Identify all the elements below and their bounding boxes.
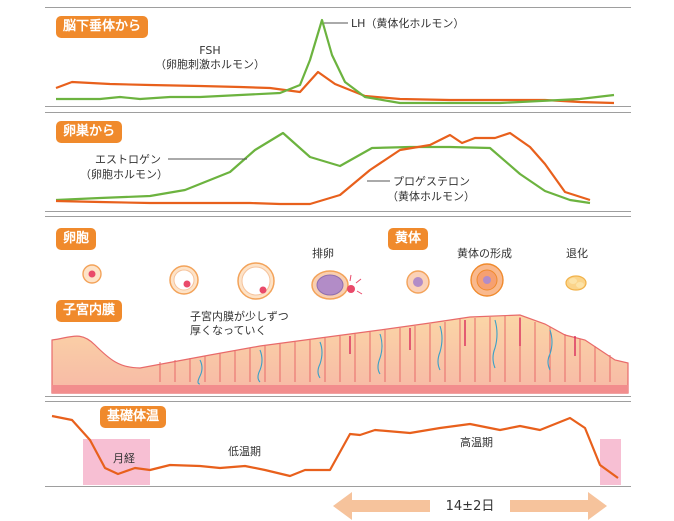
endometrium-vessels: [197, 319, 553, 385]
progesterone-description: （黄体ホルモン）: [387, 190, 475, 203]
follicle-growing: [169, 265, 199, 295]
follicle-endometrium-panel: [45, 216, 631, 397]
estrogen-description: （卵胞ホルモン）: [80, 168, 168, 181]
high-phase-label: 高温期: [460, 436, 493, 449]
endometrium-base: [52, 385, 628, 393]
endometrium-badge: 子宮内膜: [56, 300, 123, 322]
fsh-line: [55, 70, 615, 105]
endometrium-note-line2: 厚くなっていく: [190, 324, 267, 337]
ovary-panel: [45, 112, 631, 212]
endometrium-glands: [159, 316, 611, 382]
temperature-line: [51, 414, 619, 479]
corpus-luteum-badge: 黄体: [388, 228, 429, 250]
follicle-mature: [237, 262, 275, 300]
lh-label: LH（黄体化ホルモン）: [351, 17, 465, 30]
temperature-badge: 基礎体温: [100, 406, 167, 428]
low-phase-label: 低温期: [228, 445, 261, 458]
temperature-panel: [45, 401, 631, 487]
menses-band-end: [600, 439, 621, 485]
menses-label: 月経: [113, 452, 135, 465]
endometrium-note-line1: 子宮内膜が少しずつ: [190, 310, 289, 323]
progesterone-line: [55, 131, 591, 206]
corpus-luteum-regressed: [565, 275, 587, 291]
corpus-luteum-early: [406, 270, 430, 294]
pituitary-panel: [45, 7, 631, 107]
endometrium-arteries: [349, 318, 576, 356]
pituitary-badge: 脳下垂体から: [56, 16, 149, 38]
duration-label: 14±2日: [430, 499, 510, 514]
fsh-label: FSH: [199, 44, 221, 57]
corpus-luteum-formation-label: 黄体の形成: [457, 247, 512, 260]
regression-label: 退化: [566, 247, 588, 260]
lh-line: [56, 18, 615, 105]
follicle-badge: 卵胞: [56, 228, 97, 250]
ovulation-label: 排卵: [312, 247, 334, 260]
ovulation-follicle: [311, 270, 363, 300]
estrogen-label: エストロゲン: [95, 153, 161, 166]
estrogen-line: [55, 131, 591, 205]
follicle-early: [82, 264, 102, 284]
fsh-description: （卵胞刺激ホルモン）: [155, 58, 265, 71]
ovary-badge: 卵巣から: [56, 121, 123, 143]
progesterone-label: プロゲステロン: [393, 175, 470, 188]
corpus-luteum-formed: [470, 263, 504, 297]
